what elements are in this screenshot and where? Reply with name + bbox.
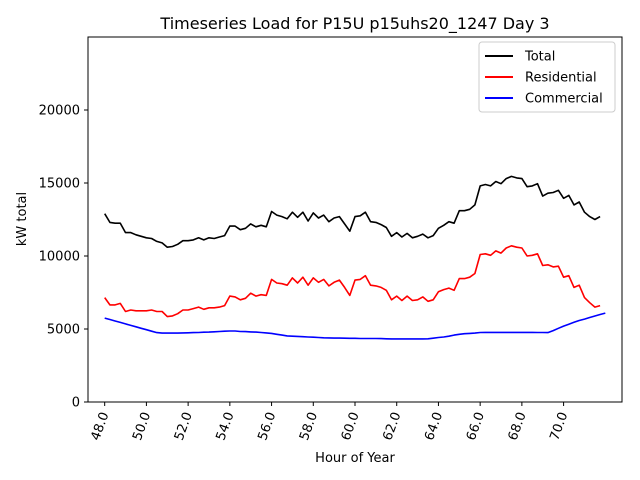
y-tick-label: 5000 xyxy=(47,323,80,338)
y-tick-label: 10000 xyxy=(39,250,80,265)
y-axis-title: kW total xyxy=(15,192,30,246)
y-tick-label: 0 xyxy=(72,396,80,411)
legend: Total Residential Commercial xyxy=(478,41,616,113)
y-tick-label: 15000 xyxy=(39,177,80,192)
legend-label-total: Total xyxy=(524,50,555,65)
series-layer xyxy=(104,175,606,340)
legend-label-commercial: Commercial xyxy=(525,92,603,107)
y-axis: 0 5000 10000 15000 20000 xyxy=(39,104,88,411)
x-axis-title: Hour of Year xyxy=(315,451,395,466)
chart-title: Timeseries Load for P15U p15uhs20_1247 D… xyxy=(159,14,549,34)
y-tick-label: 20000 xyxy=(39,104,80,119)
legend-box xyxy=(478,41,616,113)
series-line-total xyxy=(104,175,601,248)
series-line-commercial xyxy=(104,312,606,340)
legend-label-residential: Residential xyxy=(525,71,597,86)
series-line-residential xyxy=(104,245,601,318)
